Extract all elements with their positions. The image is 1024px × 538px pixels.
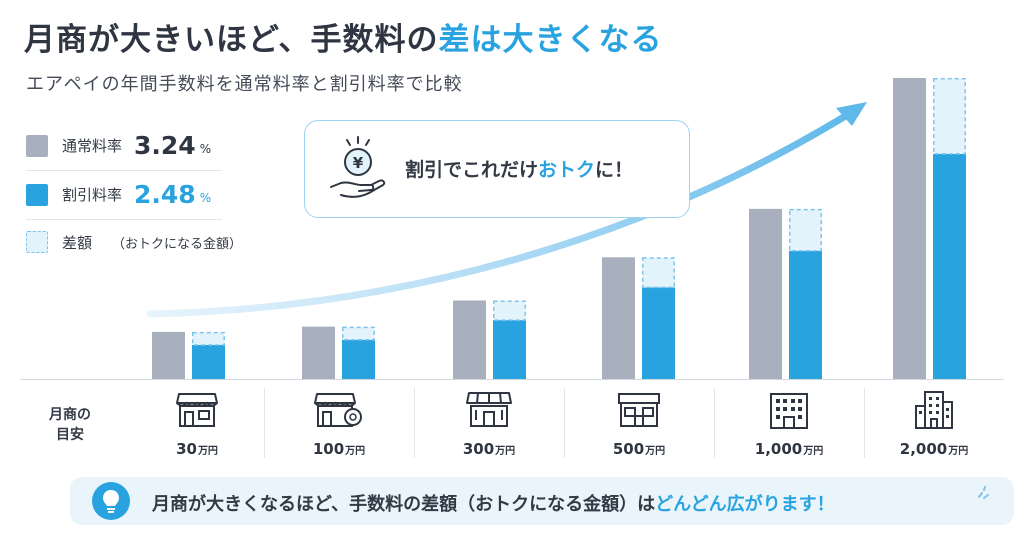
category-500: 500万円: [564, 384, 714, 466]
bar-difference: [493, 300, 526, 321]
callout-text: 割引でこれだけおトクに！: [405, 159, 634, 181]
legend-normal-value: 3.24: [134, 131, 196, 160]
legend-difference-note: （おトクになる金額）: [112, 236, 243, 252]
savings-callout: ¥ 割引でこれだけおトクに！: [304, 120, 690, 218]
bar-difference: [642, 257, 675, 289]
category-axis-label: 月商の 目安: [20, 384, 120, 466]
legend-divider: [26, 170, 222, 171]
category-value: 100: [312, 440, 345, 458]
bar-normal: [302, 326, 335, 379]
category-300: 300万円: [414, 384, 564, 466]
trend-arrowhead: [836, 102, 867, 126]
bar-normal: [152, 331, 185, 379]
legend-normal-label: 通常料率: [62, 137, 123, 155]
bar-normal: [893, 78, 926, 379]
category-axis-label-line1: 月商の: [49, 407, 91, 423]
category-30: 30万円: [130, 384, 264, 466]
bar-discount: [493, 320, 526, 379]
category-unit: 万円: [645, 446, 666, 457]
office-building-icon: [770, 393, 808, 429]
footer-banner: 月商が大きくなるほど、手数料の差額（おトクになる金額）はどんどん広がります！: [70, 477, 1014, 525]
legend-normal: 通常料率 3.24 %: [26, 131, 211, 160]
legend-divider: [26, 219, 222, 220]
category-unit: 万円: [803, 446, 824, 457]
bar-discount: [933, 153, 966, 379]
category-1000: 1,000万円: [714, 384, 864, 466]
title-main: 月商が大きいほど、手数料の: [24, 22, 439, 58]
category-value: 500: [612, 440, 645, 458]
trend-arrow: [146, 108, 856, 318]
bar-discount: [342, 339, 375, 379]
category-value: 30: [176, 440, 197, 458]
bar-discount: [192, 344, 225, 379]
category-divider: [264, 388, 265, 458]
category-unit: 万円: [948, 446, 969, 457]
footer-text: 月商が大きくなるほど、手数料の差額（おトクになる金額）はどんどん広がります！: [152, 494, 835, 515]
store-icon: [618, 393, 660, 427]
legend-normal-swatch: [26, 134, 48, 157]
bar-normal: [602, 257, 635, 379]
chart-baseline: [20, 379, 1004, 380]
bar-discount: [642, 287, 675, 379]
svg-text:¥: ¥: [353, 154, 364, 172]
bar-difference: [192, 331, 225, 346]
legend-discount: 割引料率 2.48 %: [26, 180, 211, 209]
category-divider: [864, 388, 865, 458]
category-unit: 万円: [197, 446, 218, 457]
category-divider: [414, 388, 415, 458]
title-highlight: 差は大きくなる: [438, 22, 663, 58]
bar-normal: [453, 300, 486, 379]
legend-difference: 差額 （おトクになる金額）: [26, 231, 242, 253]
category-value: 1,000: [754, 440, 803, 458]
page-title: 月商が大きいほど、手数料の差は大きくなる: [24, 14, 662, 59]
category-unit: 万円: [495, 446, 516, 457]
category-axis-label-line2: 目安: [56, 427, 84, 443]
category-100: 100万円: [264, 384, 414, 466]
small-shop-icon: [176, 393, 218, 427]
bar-difference: [789, 208, 822, 252]
legend-normal-unit: %: [199, 142, 212, 156]
category-value: 300: [462, 440, 495, 458]
sparkle-icon: [978, 486, 989, 499]
shop-with-coin-icon: [314, 393, 362, 427]
page-subtitle: エアペイの年間手数料を通常料率と割引料率で比較: [26, 74, 463, 95]
hand-coin-icon: ¥: [330, 136, 386, 198]
awning-shop-icon: [466, 392, 512, 427]
legend-discount-label: 割引料率: [62, 186, 123, 204]
bar-difference: [342, 326, 375, 341]
category-axis: 月商の 目安 30万円 100万円: [20, 384, 1004, 466]
lightbulb-icon: [92, 482, 130, 520]
legend-discount-value: 2.48: [134, 180, 196, 209]
legend-discount-swatch: [26, 183, 48, 206]
bar-normal: [749, 208, 782, 379]
legend-discount-unit: %: [199, 191, 212, 205]
bar-discount: [789, 250, 822, 379]
category-2000: 2,000万円: [864, 384, 1004, 466]
tall-building-icon: [915, 391, 953, 429]
category-value: 2,000: [899, 440, 948, 458]
legend-difference-swatch: [26, 231, 48, 253]
legend-difference-label: 差額: [62, 233, 93, 252]
category-divider: [564, 388, 565, 458]
category-unit: 万円: [345, 446, 366, 457]
category-divider: [714, 388, 715, 458]
bar-difference: [933, 78, 966, 155]
